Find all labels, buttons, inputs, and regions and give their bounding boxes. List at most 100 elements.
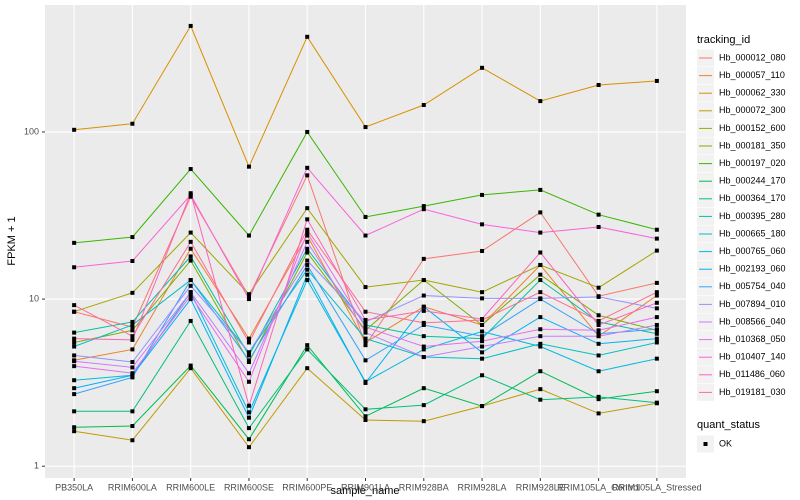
point	[246, 358, 251, 363]
point	[130, 365, 135, 370]
point	[421, 347, 426, 352]
point	[538, 387, 543, 392]
point	[538, 296, 543, 301]
point	[363, 418, 368, 423]
point	[480, 350, 485, 355]
point	[654, 290, 659, 295]
legend-label: Hb_000062_330	[719, 88, 786, 98]
point	[188, 297, 193, 302]
point	[72, 303, 77, 308]
point	[421, 102, 426, 107]
point	[654, 340, 659, 345]
point	[654, 400, 659, 405]
point	[596, 322, 601, 327]
x-tick-label: RRIM600SE	[224, 482, 274, 492]
point	[246, 297, 251, 302]
point	[246, 415, 251, 420]
point	[72, 344, 77, 349]
point	[421, 355, 426, 360]
x-tick-label: RRIM600LE	[166, 482, 215, 492]
point	[480, 296, 485, 301]
point	[72, 392, 77, 397]
point	[246, 426, 251, 431]
legend-label: Hb_007894_010	[719, 299, 786, 309]
point	[305, 239, 310, 244]
point	[305, 217, 310, 222]
point	[538, 187, 543, 192]
y-tick-label: 1	[34, 461, 39, 471]
point	[305, 343, 310, 348]
point	[305, 258, 310, 263]
legend-label: Hb_000765_060	[719, 246, 786, 256]
point	[596, 313, 601, 318]
point	[72, 340, 77, 345]
point	[480, 65, 485, 70]
point	[538, 262, 543, 267]
point	[596, 369, 601, 374]
point	[305, 366, 310, 371]
point	[480, 356, 485, 361]
point	[654, 389, 659, 394]
point	[421, 256, 426, 261]
point	[480, 317, 485, 322]
point	[130, 290, 135, 295]
point	[480, 334, 485, 339]
point	[72, 378, 77, 383]
legend-label: Hb_000665_180	[719, 228, 786, 238]
point	[130, 424, 135, 429]
point	[538, 290, 543, 295]
point	[538, 341, 543, 346]
point	[596, 285, 601, 290]
point	[480, 192, 485, 197]
point	[246, 294, 251, 299]
point	[72, 309, 77, 314]
legend-label: Hb_005754_040	[719, 281, 786, 291]
point	[72, 364, 77, 369]
point	[538, 230, 543, 235]
point	[654, 336, 659, 341]
y-axis-title: FPKM + 1	[6, 216, 18, 265]
legend-title: tracking_id	[697, 34, 750, 46]
point	[363, 407, 368, 412]
point	[72, 336, 77, 341]
point	[421, 207, 426, 212]
point	[188, 230, 193, 235]
point	[130, 360, 135, 365]
x-tick-label: RRIM105LA_Control	[557, 482, 640, 492]
point	[246, 371, 251, 376]
point	[130, 438, 135, 443]
point	[246, 445, 251, 450]
point	[72, 265, 77, 270]
legend-label: Hb_000395_280	[719, 211, 786, 221]
point	[480, 344, 485, 349]
x-tick-label: RRIM105LA_Stressed	[612, 482, 702, 492]
point	[596, 82, 601, 87]
point	[363, 285, 368, 290]
point	[654, 78, 659, 83]
point	[421, 320, 426, 325]
legend-label: OK	[719, 438, 732, 448]
point	[363, 336, 368, 341]
point	[305, 262, 310, 267]
point	[305, 34, 310, 39]
point	[363, 325, 368, 330]
point	[188, 283, 193, 288]
point	[538, 369, 543, 374]
point	[130, 347, 135, 352]
point	[246, 350, 251, 355]
point	[130, 409, 135, 414]
legend-swatch	[703, 442, 708, 446]
point	[363, 343, 368, 348]
point	[130, 121, 135, 126]
point	[305, 230, 310, 235]
point	[246, 164, 251, 169]
legend-label: Hb_000072_300	[719, 105, 786, 115]
point	[72, 240, 77, 245]
point	[480, 248, 485, 253]
legend-title: quant_status	[697, 419, 760, 431]
point	[130, 373, 135, 378]
point	[130, 337, 135, 342]
point	[363, 214, 368, 219]
legend-label: Hb_011486_060	[719, 369, 785, 379]
